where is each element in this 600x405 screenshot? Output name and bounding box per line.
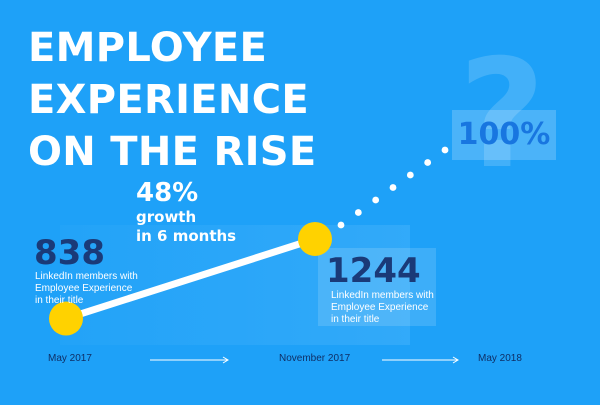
caption-nov-2017-line-2: Employee Experience (331, 302, 429, 313)
growth-line-1: growth (136, 208, 197, 226)
x-axis-arrows (150, 356, 459, 364)
growth-highlight (60, 225, 410, 345)
caption-may-2017-line-1: LinkedIn members with (35, 271, 138, 282)
chart-title: EMPLOYEE EXPERIENCE ON THE RISE (28, 22, 498, 178)
projection-box: 100% (452, 110, 556, 160)
arrow-right-icon (452, 356, 459, 364)
projection-dot (424, 159, 432, 166)
caption-nov-2017-line-1: LinkedIn members with (331, 290, 434, 301)
projection-dots (337, 146, 449, 229)
projection-dot (441, 146, 449, 154)
series-line (62, 235, 319, 323)
projection-dot (389, 184, 397, 191)
value-may-2017: 838 (34, 233, 105, 273)
growth-value: 48% (136, 178, 199, 208)
caption-may-2017-line-3: in their title (35, 295, 84, 306)
title-line-1: EMPLOYEE EXPERIENCE (28, 25, 309, 123)
x-tick-nov-2017: November 2017 (279, 353, 351, 364)
projection-dot (372, 196, 380, 204)
projection-dot (337, 221, 345, 229)
value-nov-2017: 1244 (326, 251, 421, 291)
projection-dot (354, 209, 362, 216)
title-line-2: ON THE RISE (28, 129, 317, 175)
projection-label: 100% (457, 117, 551, 152)
growth-description: growth in 6 months (136, 208, 286, 246)
projection-dot (406, 171, 414, 179)
caption-nov-2017-line-3: in their title (331, 314, 380, 325)
caption-may-2017-line-2: Employee Experience (35, 283, 133, 294)
data-point-nov-2017 (298, 221, 332, 256)
growth-line-2: in 6 months (136, 227, 237, 245)
value-box-nov-2017 (318, 248, 436, 326)
x-tick-may-2018: May 2018 (478, 353, 522, 364)
x-tick-may-2017: May 2017 (48, 353, 92, 364)
question-mark-icon: ? (458, 28, 546, 202)
arrow-right-icon (222, 356, 229, 364)
data-point-may-2017 (49, 301, 83, 336)
